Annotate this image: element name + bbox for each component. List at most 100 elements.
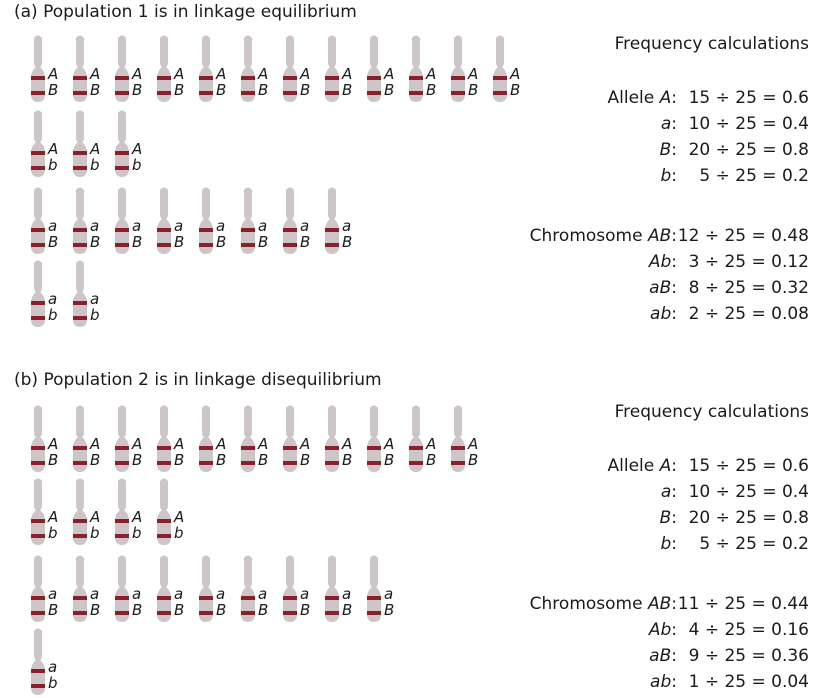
allele-label-top: a bbox=[48, 658, 58, 676]
frequency-key: Ab: bbox=[648, 620, 677, 640]
allele-label-bottom: B bbox=[132, 601, 143, 619]
allele-label-top: a bbox=[132, 217, 142, 235]
key-name: a bbox=[660, 482, 672, 502]
frequency-value: 3 ÷ 25 = 0.12 bbox=[688, 252, 809, 272]
allele-label-bottom: b bbox=[132, 156, 142, 174]
allele-label-top: A bbox=[384, 65, 395, 83]
allele-label-top: A bbox=[342, 435, 353, 453]
chromosome-shape bbox=[157, 187, 171, 254]
allele-label-bottom: b bbox=[48, 674, 58, 692]
chromosome-shape bbox=[73, 260, 87, 327]
allele-frequency-row: b: 5 ÷ 25 = 0.2 bbox=[509, 534, 809, 560]
chromosome-frequency-row: Chromosome AB: 11 ÷ 25 = 0.44 bbox=[509, 594, 809, 620]
frequency-key: aB: bbox=[649, 646, 677, 666]
chromosome-shape bbox=[325, 35, 339, 102]
allele-label-top: A bbox=[258, 65, 269, 83]
frequency-value: 8 ÷ 25 = 0.32 bbox=[688, 278, 809, 298]
allele-label-top: A bbox=[258, 435, 269, 453]
panel-title: (b) Population 2 is in linkage disequili… bbox=[14, 370, 382, 390]
key-name: b bbox=[660, 534, 672, 554]
chromosome-shape bbox=[325, 555, 339, 622]
frequency-value: 4 ÷ 25 = 0.16 bbox=[688, 620, 809, 640]
chromosome-shape bbox=[73, 35, 87, 102]
frequency-value: 15 ÷ 25 = 0.6 bbox=[688, 456, 809, 476]
allele-label-bottom: B bbox=[384, 81, 395, 99]
frequency-key: b: bbox=[660, 534, 677, 554]
allele-label-bottom: B bbox=[342, 233, 353, 251]
chromosome-shape bbox=[241, 405, 255, 472]
chromosome-shape bbox=[73, 478, 87, 545]
chromosome-shape bbox=[31, 35, 45, 102]
allele-label-bottom: B bbox=[300, 81, 311, 99]
allele-label-bottom: B bbox=[174, 451, 185, 469]
key-prefix: Chromosome bbox=[529, 226, 648, 246]
frequency-key: Chromosome AB: bbox=[529, 594, 677, 614]
chromosome-shape bbox=[283, 405, 297, 472]
allele-label-bottom: B bbox=[48, 451, 59, 469]
chromosome-shape bbox=[31, 187, 45, 254]
key-prefix: Allele bbox=[607, 456, 660, 476]
allele-frequency-row: a: 10 ÷ 25 = 0.4 bbox=[509, 114, 809, 140]
allele-label-bottom: B bbox=[300, 601, 311, 619]
key-name: ab bbox=[650, 672, 672, 692]
allele-label-bottom: B bbox=[48, 81, 59, 99]
frequency-key: B: bbox=[659, 140, 677, 160]
chromosome-shape bbox=[73, 187, 87, 254]
allele-label-top: A bbox=[90, 65, 101, 83]
frequency-key: a: bbox=[660, 114, 677, 134]
frequency-key: Allele A: bbox=[607, 456, 678, 476]
frequency-key: aB: bbox=[649, 278, 677, 298]
allele-frequency-row: B: 20 ÷ 25 = 0.8 bbox=[509, 508, 809, 534]
chromosome-shape bbox=[241, 555, 255, 622]
allele-label-top: A bbox=[468, 435, 479, 453]
chromosome-shape bbox=[73, 555, 87, 622]
chromosome-shape bbox=[115, 405, 129, 472]
chromosome-frequency-row: ab: 1 ÷ 25 = 0.04 bbox=[509, 672, 809, 698]
chromosome-shape bbox=[283, 187, 297, 254]
frequency-key: Ab: bbox=[648, 252, 677, 272]
allele-label-top: a bbox=[342, 585, 352, 603]
allele-label-bottom: B bbox=[174, 233, 185, 251]
allele-frequency-row: B: 20 ÷ 25 = 0.8 bbox=[509, 140, 809, 166]
allele-label-top: A bbox=[132, 508, 143, 526]
chromosome-shape bbox=[31, 555, 45, 622]
frequency-calculations: Frequency calculations Allele A: 15 ÷ 25 … bbox=[509, 368, 809, 698]
allele-label-top: A bbox=[216, 435, 227, 453]
panel-title: (a) Population 1 is in linkage equilibri… bbox=[14, 2, 357, 22]
frequency-value: 10 ÷ 25 = 0.4 bbox=[688, 482, 809, 502]
allele-label-top: A bbox=[384, 435, 395, 453]
allele-label-bottom: B bbox=[216, 601, 227, 619]
allele-label-bottom: B bbox=[90, 601, 101, 619]
allele-label-bottom: B bbox=[132, 451, 143, 469]
allele-label-top: a bbox=[258, 217, 268, 235]
allele-label-top: A bbox=[90, 508, 101, 526]
allele-label-top: a bbox=[216, 585, 226, 603]
allele-label-bottom: B bbox=[90, 81, 101, 99]
frequency-key: b: bbox=[660, 166, 677, 186]
key-name: Ab bbox=[648, 620, 672, 640]
